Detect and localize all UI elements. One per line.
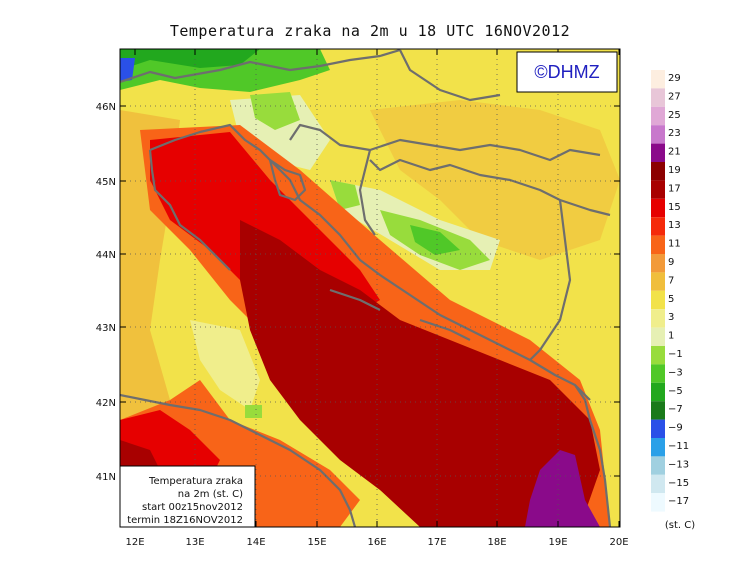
latitude-label: 41N	[96, 472, 116, 483]
legend-swatch	[651, 327, 665, 346]
legend-swatch	[651, 401, 665, 420]
dhmz-logo: ©DHMZ	[516, 51, 618, 93]
temperature-field	[120, 49, 620, 527]
legend-label: 19	[668, 165, 681, 176]
map-frame	[119, 48, 621, 528]
legend-label: −17	[668, 496, 689, 507]
longitude-label: 15E	[307, 537, 326, 548]
legend-swatch	[651, 493, 665, 512]
latitude-label: 44N	[96, 250, 116, 261]
legend-swatch	[651, 254, 665, 273]
legend-swatch	[651, 88, 665, 107]
legend-label: 25	[668, 110, 681, 121]
legend-label: 13	[668, 220, 681, 231]
legend-label: 29	[668, 73, 681, 84]
longitude-label: 12E	[125, 537, 144, 548]
longitude-label: 19E	[548, 537, 567, 548]
info-line-3: start 00z15nov2012	[142, 502, 243, 513]
logo-text: ©DHMZ	[534, 62, 599, 82]
legend-swatch	[651, 309, 665, 328]
coastline-borders	[120, 49, 612, 527]
legend-swatch	[651, 70, 665, 89]
legend-label: 7	[668, 275, 674, 286]
legend-label: 23	[668, 128, 681, 139]
legend-swatch	[651, 382, 665, 402]
legend-swatch	[651, 272, 665, 291]
legend-swatch	[651, 419, 665, 438]
latitude-label: 43N	[96, 323, 116, 334]
longitude-label: 17E	[427, 537, 446, 548]
info-line-2: na 2m (st. C)	[178, 489, 243, 500]
info-box: Temperatura zraka na 2m (st. C) start 00…	[119, 465, 256, 528]
longitude-label: 14E	[246, 537, 265, 548]
legend-swatch	[651, 143, 665, 162]
info-line-4: termin 18Z16NOV2012	[127, 515, 243, 526]
legend-swatch	[651, 106, 665, 126]
grid-lines	[120, 49, 620, 527]
legend-label: 3	[668, 312, 674, 323]
legend-swatch	[651, 290, 665, 310]
legend-swatch	[651, 438, 665, 457]
legend-label: 15	[668, 202, 681, 213]
legend-label: 5	[668, 294, 674, 305]
latitude-label: 46N	[96, 102, 116, 113]
longitude-labels: 12E 13E 14E 15E 16E 17E 18E 19E 20E	[125, 537, 628, 548]
legend-label: −15	[668, 478, 689, 489]
legend-swatch	[651, 364, 665, 383]
legend-label: −3	[668, 367, 683, 378]
latitude-labels: 46N 45N 44N 43N 42N 41N	[96, 102, 116, 483]
longitude-label: 13E	[185, 537, 204, 548]
legend-swatch	[651, 235, 665, 254]
legend-label: −9	[668, 423, 683, 434]
legend-swatch	[651, 125, 665, 144]
longitude-label: 20E	[609, 537, 628, 548]
latitude-label: 42N	[96, 398, 116, 409]
legend-label: 1	[668, 331, 674, 342]
color-legend: 29 27 25 23 21 19 17 15 13 11 9 7 5 3 1 −1 −3 −5 −7 −9 −11 −1…	[651, 70, 689, 512]
legend-label: −7	[668, 404, 683, 415]
latitude-label: 45N	[96, 177, 116, 188]
legend-label: 11	[668, 239, 681, 250]
legend-swatch	[651, 217, 665, 236]
legend-label: −11	[668, 441, 689, 452]
legend-label: −5	[668, 386, 683, 397]
info-line-1: Temperatura zraka	[148, 476, 243, 487]
legend-swatch	[651, 180, 665, 199]
legend-label: −1	[668, 349, 683, 360]
legend-swatch	[651, 474, 665, 494]
legend-swatch	[651, 346, 665, 365]
legend-swatch	[651, 198, 665, 218]
legend-label: 21	[668, 147, 681, 158]
legend-label: −13	[668, 459, 689, 470]
axis-ticks	[120, 49, 620, 527]
legend-label: 27	[668, 91, 681, 102]
longitude-label: 16E	[367, 537, 386, 548]
legend-unit: (st. C)	[665, 520, 695, 531]
legend-label: 17	[668, 183, 681, 194]
legend-swatch	[651, 456, 665, 475]
longitude-label: 18E	[487, 537, 506, 548]
legend-swatch	[651, 162, 665, 181]
legend-label: 9	[668, 257, 674, 268]
map-title: Temperatura zraka na 2m u 18 UTC 16NOV20…	[169, 22, 571, 40]
